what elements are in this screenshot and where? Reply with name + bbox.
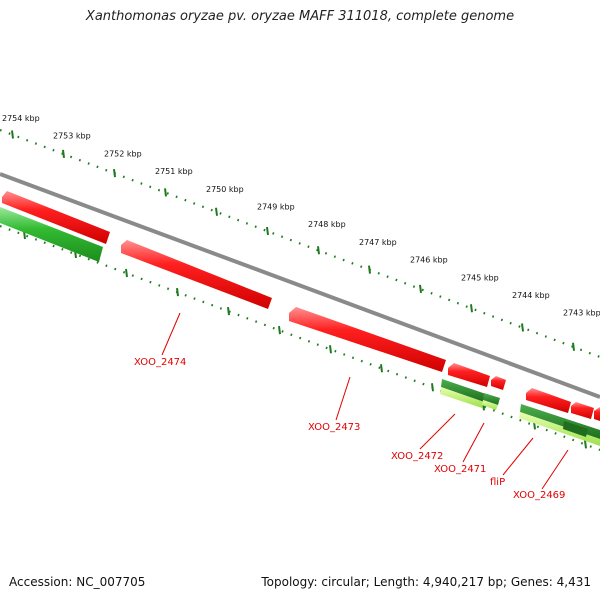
leader-line xyxy=(161,312,181,356)
leader-line xyxy=(419,413,456,450)
major-tick xyxy=(572,342,575,351)
cds-feature[interactable] xyxy=(289,307,446,372)
gene-leader-lines xyxy=(161,312,569,490)
outer-major-ticks xyxy=(11,130,575,351)
major-tick xyxy=(278,326,281,335)
major-tick xyxy=(317,246,320,255)
kbp-label: 2748 kbp xyxy=(308,220,346,229)
major-tick xyxy=(380,364,383,373)
cds-feature[interactable] xyxy=(448,363,490,387)
cds-feature[interactable] xyxy=(483,393,500,405)
leader-line xyxy=(335,376,351,421)
inner-minor-ticks xyxy=(0,224,600,452)
cds-feature[interactable] xyxy=(563,421,588,437)
leader-line xyxy=(541,449,569,490)
cds-feature[interactable] xyxy=(594,407,600,421)
gene-labels: XOO_2474 XOO_2473 XOO_2472 XOO_2471 fliP… xyxy=(134,357,565,501)
gene-label[interactable]: XOO_2472 xyxy=(391,451,443,462)
major-tick xyxy=(125,268,128,278)
kbp-labels: 2754 kbp 2753 kbp 2752 kbp 2751 kbp 2750 kbp… xyxy=(2,114,600,318)
kbp-label: 2743 kbp xyxy=(563,309,600,318)
kbp-label: 2751 kbp xyxy=(155,167,193,176)
major-tick xyxy=(11,130,14,139)
major-tick xyxy=(62,149,65,158)
major-tick xyxy=(419,284,422,294)
kbp-label: 2750 kbp xyxy=(206,185,244,194)
major-tick xyxy=(329,345,332,354)
major-tick xyxy=(470,304,473,313)
cds-feature[interactable] xyxy=(519,412,600,446)
cds-feature[interactable] xyxy=(526,388,571,413)
genome-backbone xyxy=(0,172,600,399)
major-tick xyxy=(113,169,116,178)
major-tick xyxy=(521,323,524,332)
gene-label[interactable]: XOO_2469 xyxy=(513,490,565,501)
cds-feature[interactable] xyxy=(440,387,484,408)
leader-line xyxy=(502,437,534,476)
major-tick xyxy=(227,306,230,316)
gene-label[interactable]: XOO_2474 xyxy=(134,357,186,368)
kbp-label: 2746 kbp xyxy=(410,256,448,265)
accession-text: Accession: NC_007705 xyxy=(9,575,146,589)
kbp-label: 2747 kbp xyxy=(359,238,397,247)
major-tick xyxy=(176,287,179,297)
cds-feature[interactable] xyxy=(491,376,506,390)
map-title: Xanthomonas oryzae pv. oryzae MAFF 31101… xyxy=(85,9,515,24)
kbp-label: 2752 kbp xyxy=(104,149,142,158)
gene-label[interactable]: fliP xyxy=(490,477,505,488)
forward-strand-features xyxy=(2,191,600,421)
major-tick xyxy=(215,207,218,216)
genome-summary: Topology: circular; Length: 4,940,217 bp… xyxy=(261,575,591,589)
major-tick xyxy=(584,440,587,449)
outer-tick-row: 2754 kbp 2753 kbp 2752 kbp 2751 kbp 2750 kbp… xyxy=(0,114,600,359)
cds-feature[interactable] xyxy=(441,379,486,402)
kbp-label: 2749 kbp xyxy=(257,203,295,212)
major-tick xyxy=(266,226,269,236)
kbp-label: 2754 kbp xyxy=(2,114,40,123)
leader-line xyxy=(462,422,485,463)
kbp-label: 2745 kbp xyxy=(461,273,499,282)
major-tick xyxy=(431,383,434,392)
inner-tick-row xyxy=(0,224,600,452)
kbp-label: 2753 kbp xyxy=(53,132,91,141)
reverse-strand-features xyxy=(0,207,600,446)
major-tick xyxy=(164,188,167,197)
cds-feature[interactable] xyxy=(482,400,498,410)
major-tick xyxy=(368,265,371,274)
cds-feature[interactable] xyxy=(0,207,103,262)
outer-minor-ticks xyxy=(0,128,600,359)
gene-label[interactable]: XOO_2471 xyxy=(434,464,486,475)
gene-label[interactable]: XOO_2473 xyxy=(308,422,360,433)
cds-feature[interactable] xyxy=(121,240,272,309)
inner-major-ticks xyxy=(23,230,587,449)
cds-feature[interactable] xyxy=(2,191,110,244)
cds-feature[interactable] xyxy=(571,402,594,419)
kbp-label: 2744 kbp xyxy=(512,291,550,300)
